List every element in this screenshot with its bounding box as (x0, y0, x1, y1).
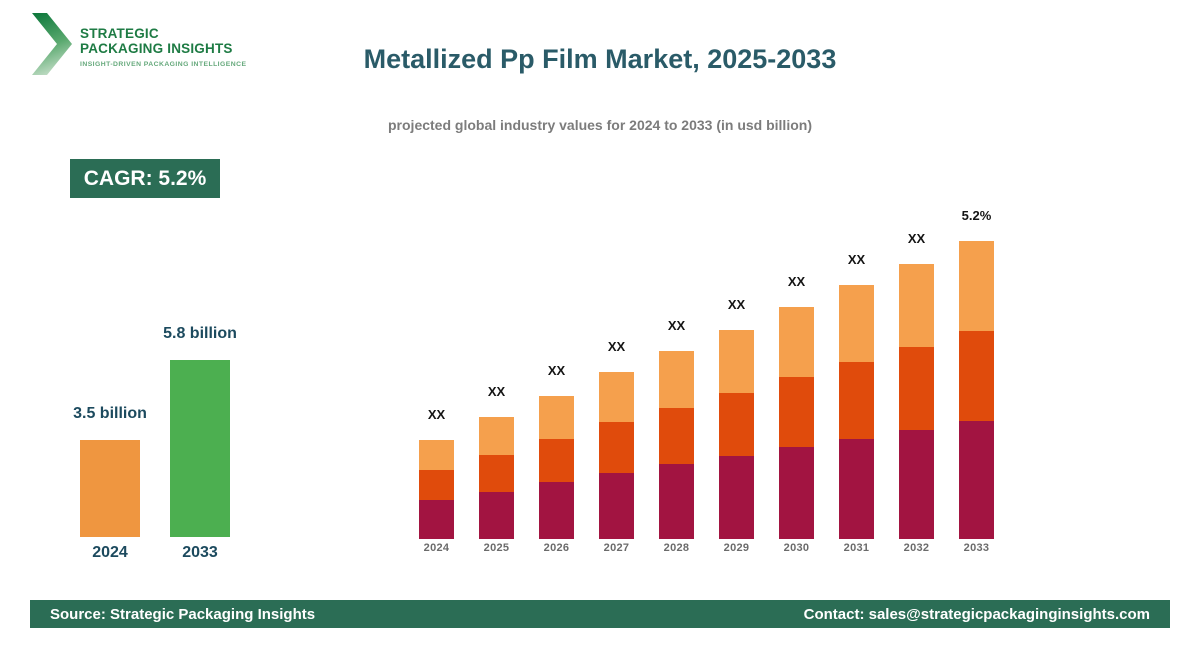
bar-segment-segment-middle (599, 422, 634, 473)
stacked-bar-column: XX 2029 (719, 297, 754, 554)
bar-year-label: 2029 (723, 542, 750, 554)
bar-segment-segment-bottom (839, 439, 874, 539)
bar-segment-segment-top (959, 241, 994, 331)
bar-segment-segment-middle (479, 455, 514, 492)
bar-top-label: XX (607, 339, 626, 354)
bar-segment-segment-top (839, 285, 874, 362)
bar-year-label: 2028 (663, 542, 690, 554)
stacked-bar-column: XX 2028 (659, 318, 694, 554)
stacked-bar-column: XX 2031 (839, 252, 874, 554)
bar-segment-segment-middle (839, 362, 874, 439)
bar-segment-segment-bottom (479, 492, 514, 539)
bar-segment-segment-bottom (419, 500, 454, 539)
bar-top-label: XX (907, 231, 926, 246)
bar-segment-segment-top (659, 351, 694, 408)
bar-segment-segment-top (779, 307, 814, 377)
bar (80, 440, 140, 537)
footer-bar: Source: Strategic Packaging Insights Con… (30, 600, 1170, 628)
bar-top-label: 5.2% (961, 208, 992, 223)
bar-segment-segment-middle (719, 393, 754, 456)
stacked-bar-column: XX 2030 (779, 274, 814, 554)
bar-value-label: 5.8 billion (163, 325, 237, 342)
bar-top-label: XX (847, 252, 866, 267)
logo-text: STRATEGIC PACKAGING INSIGHTS INSIGHT-DRI… (80, 13, 246, 68)
bar-segment-segment-middle (419, 470, 454, 500)
bar-top-label: XX (547, 363, 566, 378)
bar-top-label: XX (427, 407, 446, 422)
bar-segment-segment-bottom (599, 473, 634, 539)
stacked-bar-column: XX 2024 (419, 407, 454, 554)
bar-segment-segment-middle (899, 347, 934, 430)
growth-summary-chart: 3.5 billion 2024 5.8 billion 2033 (73, 322, 250, 561)
bar-segment-segment-bottom (899, 430, 934, 539)
stacked-bar-column: XX 2027 (599, 339, 634, 554)
bar-segment-segment-bottom (539, 482, 574, 539)
bar-year-label: 2024 (92, 544, 128, 561)
bar-segment-segment-bottom (659, 464, 694, 539)
chevron-logo-icon (32, 13, 72, 75)
bar-segment-segment-bottom (959, 421, 994, 539)
bar-segment-segment-top (599, 372, 634, 422)
footer-source: Source: Strategic Packaging Insights (50, 605, 316, 623)
bar-segment-segment-top (479, 417, 514, 455)
bar-segment-segment-middle (659, 408, 694, 464)
mini-bar-column: 3.5 billion 2024 (73, 404, 147, 561)
stacked-bar-column: 5.2% 2033 (959, 208, 994, 554)
bar-year-label: 2025 (483, 542, 510, 554)
bar-year-label: 2024 (423, 542, 450, 554)
stacked-bar-column: XX 2032 (899, 231, 934, 554)
logo-tagline: INSIGHT-DRIVEN PACKAGING INTELLIGENCE (80, 61, 247, 68)
bar-segment-segment-top (899, 264, 934, 347)
bar-top-label: XX (787, 274, 806, 289)
bar-year-label: 2031 (843, 542, 870, 554)
bar-segment-segment-bottom (779, 447, 814, 539)
bar-segment-segment-bottom (719, 456, 754, 539)
bar-year-label: 2030 (783, 542, 810, 554)
stacked-bar-column: XX 2025 (479, 384, 514, 554)
cagr-badge: CAGR: 5.2% (70, 159, 220, 198)
bar-year-label: 2027 (603, 542, 630, 554)
footer-contact: Contact: sales@strategicpackaginginsight… (803, 605, 1150, 623)
logo-name-line2: PACKAGING INSIGHTS (80, 41, 233, 56)
stacked-bar-column: XX 2026 (539, 363, 574, 554)
bar-top-label: XX (727, 297, 746, 312)
bar-top-label: XX (487, 384, 506, 399)
bar-segment-segment-middle (959, 331, 994, 421)
bar-segment-segment-middle (779, 377, 814, 447)
bar-year-label: 2032 (903, 542, 930, 554)
bar-year-label: 2026 (543, 542, 570, 554)
bar-segment-segment-middle (539, 439, 574, 482)
bar (170, 360, 230, 537)
bar-year-label: 2033 (963, 542, 990, 554)
logo-name-line1: STRATEGIC (80, 26, 159, 41)
page-title: Metallized Pp Film Market, 2025-2033 (363, 44, 837, 74)
mini-bar-column: 5.8 billion 2033 (163, 324, 237, 561)
bar-segment-segment-top (419, 440, 454, 470)
company-logo: STRATEGIC PACKAGING INSIGHTS INSIGHT-DRI… (32, 13, 246, 75)
page-subtitle: projected global industry values for 202… (388, 117, 812, 133)
bar-year-label: 2033 (182, 544, 218, 561)
projection-stacked-chart: XX 2024 XX 2025 XX 2026 XX 2027 XX 2028 XX 2029 XX 20… (419, 200, 994, 554)
bar-top-label: XX (667, 318, 686, 333)
bar-segment-segment-top (719, 330, 754, 393)
bar-value-label: 3.5 billion (73, 405, 147, 422)
bar-segment-segment-top (539, 396, 574, 439)
